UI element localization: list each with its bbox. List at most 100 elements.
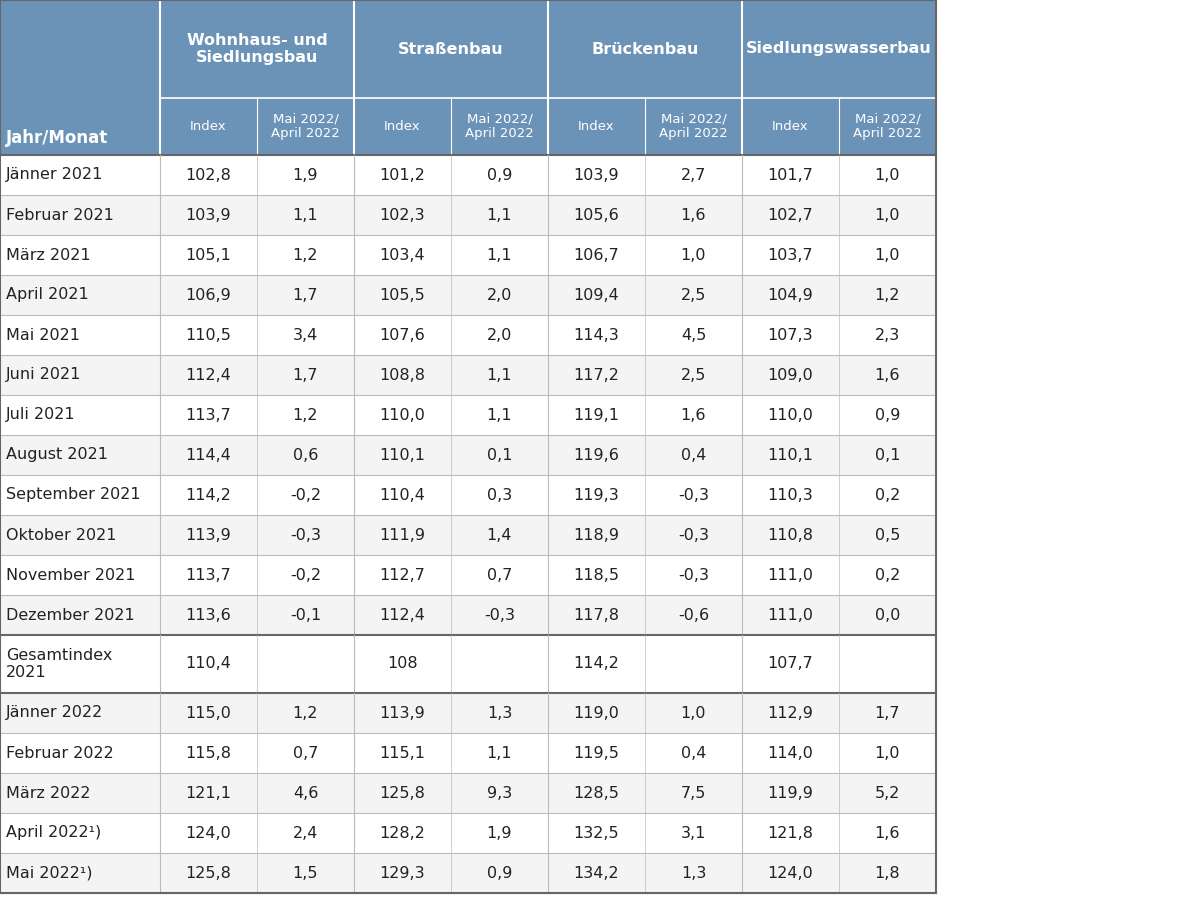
Text: 117,2: 117,2 [574,368,619,383]
Text: 118,9: 118,9 [574,527,619,542]
Text: 104,9: 104,9 [768,287,814,303]
Text: 110,3: 110,3 [768,487,814,503]
Text: 0,9: 0,9 [487,168,512,183]
Text: 0,1: 0,1 [487,448,512,462]
Text: 118,5: 118,5 [574,568,619,583]
Text: 1,0: 1,0 [875,207,900,223]
Text: 107,7: 107,7 [768,657,814,671]
Text: 1,1: 1,1 [487,368,512,383]
Text: April 2022¹): April 2022¹) [6,825,101,841]
Text: 110,4: 110,4 [186,657,232,671]
Text: 1,6: 1,6 [875,825,900,841]
Bar [0,0,160,155]
Text: 128,2: 128,2 [379,825,426,841]
Text: 103,4: 103,4 [379,248,425,262]
Text: 134,2: 134,2 [574,866,619,880]
Text: 114,2: 114,2 [186,487,232,503]
Text: -0,1: -0,1 [290,607,322,623]
Text: 125,8: 125,8 [379,786,426,800]
Text: 1,1: 1,1 [487,745,512,760]
Text: August 2021: August 2021 [6,448,108,462]
Text: Mai 2022/
April 2022: Mai 2022/ April 2022 [853,113,922,141]
Text: Index: Index [772,120,809,133]
Text: 4,6: 4,6 [293,786,318,800]
Text: 115,8: 115,8 [186,745,232,760]
Text: 113,9: 113,9 [379,705,425,721]
Text: 1,8: 1,8 [875,866,900,880]
Text: 103,9: 103,9 [574,168,619,183]
Text: 119,0: 119,0 [574,705,619,721]
Text: 110,4: 110,4 [379,487,426,503]
Text: 2,3: 2,3 [875,327,900,342]
Text: 105,6: 105,6 [574,207,619,223]
Text: 0,3: 0,3 [487,487,512,503]
Text: 110,0: 110,0 [768,407,814,423]
Text: 119,6: 119,6 [574,448,619,462]
Text: 1,1: 1,1 [293,207,318,223]
Text: -0,3: -0,3 [484,607,515,623]
Text: 2,7: 2,7 [680,168,706,183]
Text: 1,2: 1,2 [293,407,318,423]
Text: 1,0: 1,0 [875,168,900,183]
Text: Dezember 2021: Dezember 2021 [6,607,134,623]
Bar [0,733,936,773]
Text: 0,6: 0,6 [293,448,318,462]
Text: -0,2: -0,2 [290,568,322,583]
Text: 1,2: 1,2 [875,287,900,303]
Text: 113,9: 113,9 [186,527,232,542]
Bar [0,395,936,435]
Text: Februar 2021: Februar 2021 [6,207,114,223]
Text: 0,4: 0,4 [680,448,706,462]
Text: Brückenbau: Brückenbau [592,41,698,57]
Bar [0,853,936,893]
Text: 107,6: 107,6 [379,327,425,342]
Text: 101,7: 101,7 [768,168,814,183]
Text: Index: Index [578,120,614,133]
Text: 113,7: 113,7 [186,407,232,423]
Text: 109,0: 109,0 [768,368,814,383]
Text: Juni 2021: Juni 2021 [6,368,82,383]
Bar [0,555,936,595]
Text: 0,9: 0,9 [487,866,512,880]
Bar [0,235,936,275]
Text: 114,2: 114,2 [574,657,619,671]
Text: Juli 2021: Juli 2021 [6,407,76,423]
Text: -0,3: -0,3 [678,568,709,583]
Text: Index: Index [384,120,421,133]
Text: 103,9: 103,9 [186,207,232,223]
Text: 102,7: 102,7 [768,207,814,223]
Text: 4,5: 4,5 [680,327,706,342]
Text: 1,0: 1,0 [680,248,707,262]
Text: April 2021: April 2021 [6,287,89,303]
Text: 2,4: 2,4 [293,825,318,841]
Text: Jänner 2021: Jänner 2021 [6,168,103,183]
Text: 1,7: 1,7 [293,287,318,303]
Text: 124,0: 124,0 [768,866,814,880]
Text: 111,0: 111,0 [768,568,814,583]
Bar [0,435,936,475]
Text: 113,7: 113,7 [186,568,232,583]
Text: 112,9: 112,9 [768,705,814,721]
Text: 119,3: 119,3 [574,487,619,503]
Text: 110,1: 110,1 [768,448,814,462]
Text: 1,2: 1,2 [293,705,318,721]
Text: Gesamtindex
2021: Gesamtindex 2021 [6,648,113,680]
Text: 1,1: 1,1 [487,248,512,262]
Text: 2,5: 2,5 [680,287,706,303]
Bar [160,98,936,155]
Text: 1,0: 1,0 [875,248,900,262]
Text: 124,0: 124,0 [186,825,232,841]
Text: 0,4: 0,4 [680,745,706,760]
Text: 1,6: 1,6 [680,207,707,223]
Text: 102,3: 102,3 [379,207,425,223]
Text: 125,8: 125,8 [186,866,232,880]
Text: 106,9: 106,9 [186,287,232,303]
Text: -0,3: -0,3 [678,527,709,542]
Text: 1,9: 1,9 [293,168,318,183]
Text: 110,1: 110,1 [379,448,426,462]
Text: Februar 2022: Februar 2022 [6,745,114,760]
Text: März 2022: März 2022 [6,786,90,800]
Text: 101,2: 101,2 [379,168,426,183]
Text: Oktober 2021: Oktober 2021 [6,527,116,542]
Text: 110,5: 110,5 [186,327,232,342]
